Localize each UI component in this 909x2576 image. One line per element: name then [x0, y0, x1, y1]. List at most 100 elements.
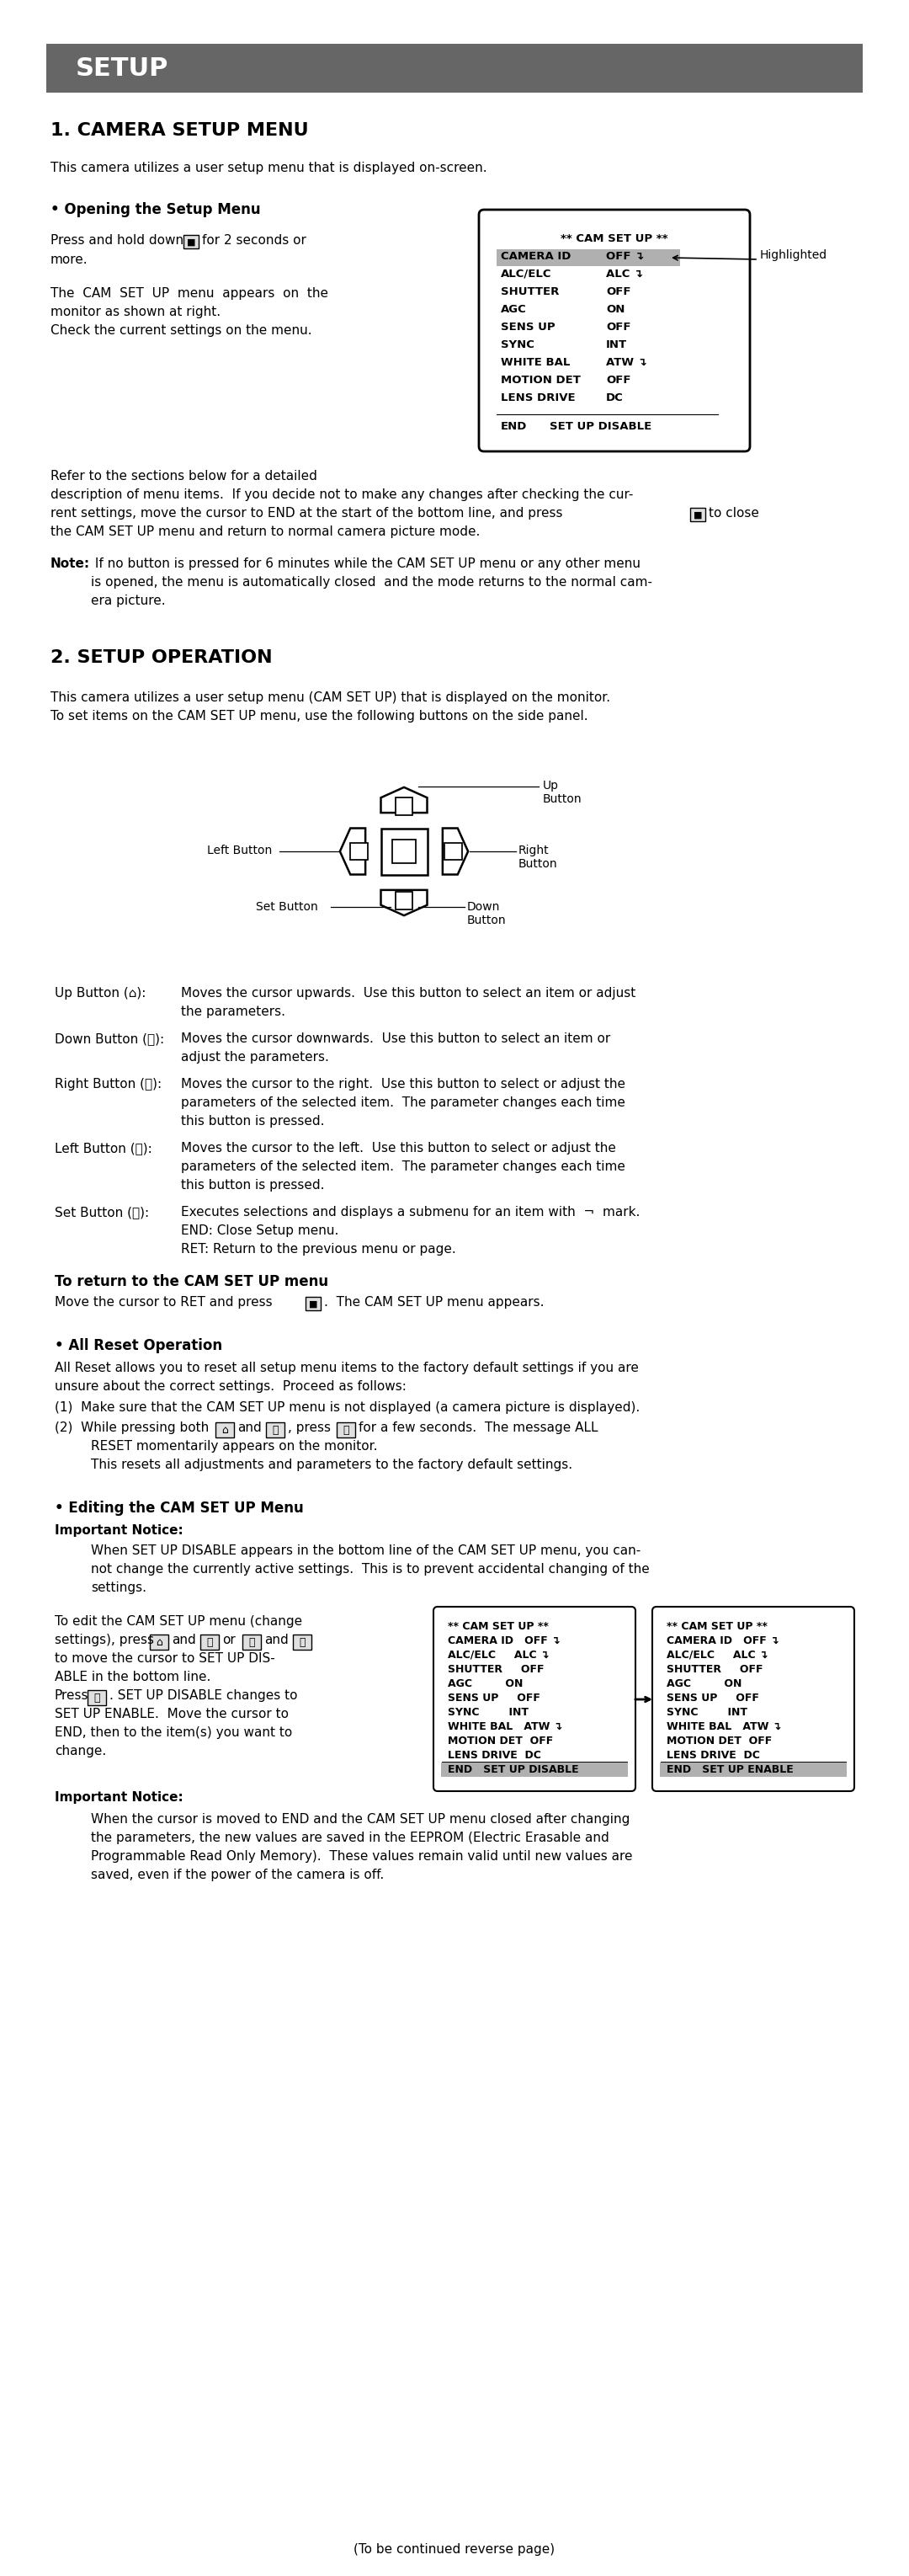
Text: END, then to the item(s) you want to: END, then to the item(s) you want to — [55, 1726, 293, 1739]
Text: This camera utilizes a user setup menu that is displayed on-screen.: This camera utilizes a user setup menu t… — [51, 162, 487, 175]
Text: SENS UP: SENS UP — [501, 322, 555, 332]
Text: AGC: AGC — [501, 304, 526, 314]
Text: All Reset allows you to reset all setup menu items to the factory default settin: All Reset allows you to reset all setup … — [55, 1363, 639, 1376]
Text: RET: Return to the previous menu or page.: RET: Return to the previous menu or page… — [181, 1244, 456, 1255]
Text: (To be continued reverse page): (To be continued reverse page) — [354, 2543, 555, 2555]
Text: WHITE BAL   ATW ↴: WHITE BAL ATW ↴ — [666, 1721, 781, 1731]
Text: parameters of the selected item.  The parameter changes each time: parameters of the selected item. The par… — [181, 1159, 625, 1172]
Text: Executes selections and displays a submenu for an item with  ¬  mark.: Executes selections and displays a subme… — [181, 1206, 640, 1218]
Bar — [445, 842, 463, 860]
Text: 1. CAMERA SETUP MENU: 1. CAMERA SETUP MENU — [51, 121, 308, 139]
Bar — [184, 234, 199, 247]
Text: When SET UP DISABLE appears in the bottom line of the CAM SET UP menu, you can-: When SET UP DISABLE appears in the botto… — [91, 1546, 641, 1556]
Text: ⌂: ⌂ — [155, 1636, 163, 1649]
Text: END: Close Setup menu.: END: Close Setup menu. — [181, 1224, 339, 1236]
Bar — [395, 799, 413, 814]
Text: Moves the cursor to the left.  Use this button to select or adjust the: Moves the cursor to the left. Use this b… — [181, 1141, 616, 1154]
Text: more.: more. — [51, 252, 88, 265]
Text: the CAM SET UP menu and return to normal camera picture mode.: the CAM SET UP menu and return to normal… — [51, 526, 480, 538]
Text: SENS UP     OFF: SENS UP OFF — [448, 1692, 540, 1703]
Text: ** CAM SET UP **: ** CAM SET UP ** — [448, 1620, 549, 1633]
Text: ⎕: ⎕ — [343, 1425, 349, 1435]
Text: DC: DC — [606, 392, 624, 404]
Text: Moves the cursor to the right.  Use this button to select or adjust the: Moves the cursor to the right. Use this … — [181, 1077, 625, 1090]
Bar — [215, 1422, 234, 1437]
Text: INT: INT — [606, 340, 627, 350]
Text: Important Notice:: Important Notice: — [55, 1790, 184, 1803]
Text: ALC/ELC     ALC ↴: ALC/ELC ALC ↴ — [448, 1649, 549, 1662]
Text: Highlighted: Highlighted — [760, 250, 827, 260]
Text: (1)  Make sure that the CAM SET UP menu is not displayed (a camera picture is di: (1) Make sure that the CAM SET UP menu i… — [55, 1401, 640, 1414]
Text: and: and — [172, 1633, 196, 1646]
Text: Set Button: Set Button — [256, 902, 318, 912]
Bar — [200, 1636, 219, 1649]
Text: To return to the CAM SET UP menu: To return to the CAM SET UP menu — [55, 1275, 328, 1288]
Bar — [266, 1422, 285, 1437]
Text: ■: ■ — [694, 510, 702, 520]
Text: Move the cursor to RET and press: Move the cursor to RET and press — [55, 1296, 273, 1309]
Text: ⎖: ⎖ — [248, 1636, 255, 1649]
Text: and: and — [265, 1633, 288, 1646]
Text: settings), press: settings), press — [55, 1633, 154, 1646]
Text: adjust the parameters.: adjust the parameters. — [181, 1051, 329, 1064]
Text: ABLE in the bottom line.: ABLE in the bottom line. — [55, 1672, 211, 1682]
Text: the parameters.: the parameters. — [181, 1005, 285, 1018]
Text: SENS UP     OFF: SENS UP OFF — [666, 1692, 759, 1703]
Bar — [660, 1762, 846, 1777]
Text: END   SET UP ENABLE: END SET UP ENABLE — [666, 1765, 794, 1775]
Text: Press and hold down: Press and hold down — [51, 234, 184, 247]
Text: Moves the cursor upwards.  Use this button to select an item or adjust: Moves the cursor upwards. Use this butto… — [181, 987, 635, 999]
Text: OFF: OFF — [606, 286, 631, 296]
Text: LENS DRIVE  DC: LENS DRIVE DC — [666, 1749, 760, 1762]
Bar — [395, 891, 413, 909]
Bar — [150, 1636, 168, 1649]
Text: ■: ■ — [186, 240, 195, 247]
Text: • Opening the Setup Menu: • Opening the Setup Menu — [51, 201, 261, 216]
Text: ALC/ELC     ALC ↴: ALC/ELC ALC ↴ — [666, 1649, 768, 1662]
Text: for a few seconds.  The message ALL: for a few seconds. The message ALL — [358, 1422, 598, 1435]
Text: this button is pressed.: this button is pressed. — [181, 1115, 325, 1128]
Text: SYNC        INT: SYNC INT — [448, 1708, 528, 1718]
Text: settings.: settings. — [91, 1582, 146, 1595]
Text: The  CAM  SET  UP  menu  appears  on  the: The CAM SET UP menu appears on the — [51, 286, 328, 299]
Text: Important Notice:: Important Notice: — [55, 1525, 184, 1538]
Text: unsure about the correct settings.  Proceed as follows:: unsure about the correct settings. Proce… — [55, 1381, 406, 1394]
Text: era picture.: era picture. — [91, 595, 165, 608]
Text: and: and — [237, 1422, 262, 1435]
Text: or: or — [222, 1633, 235, 1646]
Bar — [393, 840, 415, 863]
Polygon shape — [340, 829, 365, 873]
Text: CAMERA ID: CAMERA ID — [501, 250, 571, 263]
Text: monitor as shown at right.: monitor as shown at right. — [51, 307, 221, 319]
Text: this button is pressed.: this button is pressed. — [181, 1180, 325, 1193]
Text: RESET momentarily appears on the monitor.: RESET momentarily appears on the monitor… — [91, 1440, 377, 1453]
Text: Left Button (⎖):: Left Button (⎖): — [55, 1141, 152, 1154]
Text: 2. SETUP OPERATION: 2. SETUP OPERATION — [51, 649, 273, 667]
Bar — [496, 250, 680, 265]
Text: ⎗: ⎗ — [272, 1425, 278, 1435]
Text: Check the current settings on the menu.: Check the current settings on the menu. — [51, 325, 312, 337]
Text: AGC         ON: AGC ON — [448, 1680, 523, 1690]
Text: When the cursor is moved to END and the CAM SET UP menu closed after changing: When the cursor is moved to END and the … — [91, 1814, 630, 1826]
Text: Right Button (⎗):: Right Button (⎗): — [55, 1077, 162, 1090]
Text: parameters of the selected item.  The parameter changes each time: parameters of the selected item. The par… — [181, 1097, 625, 1110]
Text: Right
Button: Right Button — [518, 845, 557, 871]
FancyBboxPatch shape — [434, 1607, 635, 1790]
Bar — [381, 829, 427, 873]
Text: Programmable Read Only Memory).  These values remain valid until new values are: Programmable Read Only Memory). These va… — [91, 1850, 633, 1862]
Text: ■: ■ — [309, 1301, 317, 1309]
Text: SHUTTER     OFF: SHUTTER OFF — [448, 1664, 544, 1674]
Bar — [305, 1296, 321, 1311]
Text: Set Button (⎕):: Set Button (⎕): — [55, 1206, 149, 1218]
Text: This camera utilizes a user setup menu (CAM SET UP) that is displayed on the mon: This camera utilizes a user setup menu (… — [51, 690, 610, 703]
Text: ⌂: ⌂ — [222, 1425, 228, 1435]
Text: . SET UP DISABLE changes to: . SET UP DISABLE changes to — [109, 1690, 297, 1703]
Text: AGC         ON: AGC ON — [666, 1680, 742, 1690]
Text: LENS DRIVE: LENS DRIVE — [501, 392, 575, 404]
Bar — [441, 1762, 628, 1777]
Text: • All Reset Operation: • All Reset Operation — [55, 1337, 223, 1352]
Text: is opened, the menu is automatically closed  and the mode returns to the normal : is opened, the menu is automatically clo… — [91, 577, 653, 590]
Text: ⎕: ⎕ — [94, 1692, 100, 1703]
Text: to move the cursor to SET UP DIS-: to move the cursor to SET UP DIS- — [55, 1651, 275, 1664]
Text: SET UP DISABLE: SET UP DISABLE — [550, 420, 652, 433]
